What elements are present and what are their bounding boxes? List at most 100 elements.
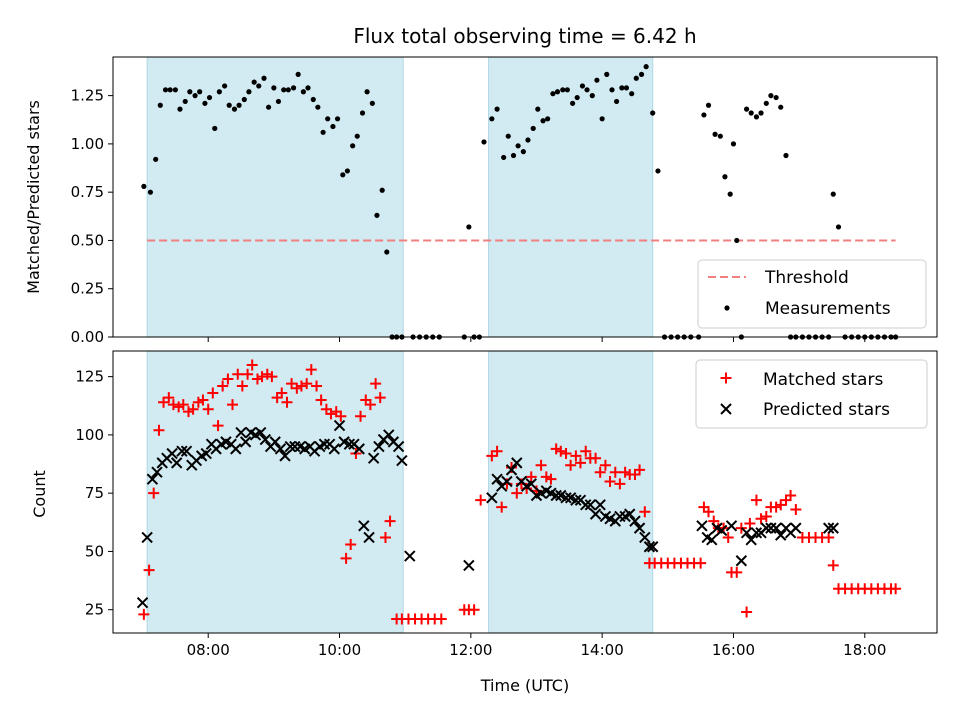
predicted-star-marker (790, 522, 802, 534)
matched-star-marker (177, 399, 189, 411)
predicted-star-marker (775, 529, 787, 541)
matched-star-marker (187, 403, 199, 415)
measurement-point (344, 168, 350, 174)
matched-star-marker (384, 515, 396, 527)
matched-star-marker (790, 503, 802, 515)
y-tick-label: 0.75 (71, 183, 104, 201)
matched-star-marker (305, 364, 317, 376)
matched-star-marker (590, 452, 602, 464)
matched-star-marker (744, 517, 756, 529)
measurement-point (330, 123, 336, 130)
measurement-point (613, 98, 620, 105)
predicted-star-marker (235, 426, 247, 439)
matched-star-marker (614, 478, 626, 490)
measurement-point (236, 102, 242, 108)
measurement-point (560, 87, 566, 93)
measurement-point (727, 191, 733, 197)
measurement-point (153, 156, 159, 162)
ratio-panel: 0.00 0.25 0.50 0.75 1.00 1.25 Threshold Measure… (71, 56, 938, 346)
matched-star-marker (222, 373, 234, 385)
measurement-point (290, 85, 297, 91)
matched-star-marker (379, 531, 391, 543)
measurement-point (202, 100, 208, 106)
measurement-point (730, 141, 737, 147)
y-tick-label: 50 (85, 542, 104, 560)
predicted-star-marker (491, 473, 503, 485)
measurement-point (226, 102, 232, 108)
predicted-star-marker (525, 478, 537, 490)
predicted-star-marker (255, 426, 267, 439)
matched-star-marker (207, 387, 219, 399)
measurement-point (650, 110, 656, 116)
measurement-point (281, 87, 287, 93)
matched-star-marker (167, 399, 179, 411)
measurement-point (655, 168, 661, 174)
matched-star-marker (560, 448, 572, 460)
matched-star-marker (202, 403, 214, 415)
predicted-star-marker (259, 433, 272, 446)
matched-star-marker (468, 604, 480, 616)
measurement-point (374, 212, 380, 218)
measurement-point (758, 110, 764, 116)
matched-star-marker (555, 445, 567, 457)
measurement-point (364, 89, 370, 95)
predicted-star-marker (740, 527, 753, 539)
predicted-star-marker (239, 436, 252, 448)
observing-window-span (146, 56, 404, 338)
predicted-star-marker (822, 522, 835, 534)
observing-window-span (488, 56, 654, 338)
predicted-star-marker (584, 499, 597, 511)
measurement-point (494, 106, 500, 112)
measurement-point (609, 87, 615, 93)
measurement-point (369, 100, 375, 106)
matched-star-marker (232, 368, 244, 380)
matched-star-marker (242, 368, 254, 380)
measurement-point (763, 100, 769, 106)
predicted-star-marker (151, 466, 163, 478)
y-tick-label: 125 (75, 368, 104, 386)
measurement-point (717, 133, 723, 139)
predicted-star-marker (511, 457, 523, 469)
ratio-plot-frame (112, 56, 938, 338)
measurement-point (705, 102, 712, 108)
measurement-point (222, 83, 228, 89)
x-tick-label: 10:00 (318, 641, 361, 659)
y-tick-label: 100 (75, 426, 104, 444)
measurement-point (589, 93, 595, 99)
matched-star-marker (236, 380, 248, 392)
matched-star-marker (340, 552, 352, 564)
matched-legend-label: Matched stars (763, 370, 883, 390)
measurement-point (734, 237, 740, 244)
matched-star-marker (760, 510, 772, 522)
measurement-point (768, 93, 774, 99)
matched-star-marker (890, 583, 902, 595)
measurement-point (241, 96, 247, 103)
measurement-point (530, 125, 536, 132)
measurement-point (167, 87, 173, 93)
predicted-star-marker (570, 494, 582, 506)
predicted-star-marker (170, 457, 183, 469)
measurement-point (748, 110, 754, 116)
measurements-legend-swatch (724, 305, 730, 311)
measurement-point (177, 106, 183, 112)
measurement-point (256, 83, 262, 89)
measurement-point (466, 224, 472, 230)
matched-star-marker (594, 466, 606, 478)
predicted-star-marker (706, 534, 718, 546)
measurement-point (545, 116, 551, 122)
matched-star-marker (750, 494, 762, 506)
measurement-point (643, 64, 649, 70)
matched-star-marker (565, 459, 577, 471)
matched-star-marker (475, 494, 487, 506)
measurement-point (315, 104, 321, 110)
predicted-star-marker (333, 419, 346, 432)
measurement-point (778, 104, 784, 110)
x-tick-label: 14:00 (581, 641, 624, 659)
matched-star-marker (138, 608, 150, 620)
predicted-star-marker (358, 520, 370, 532)
y-tick-label: 0.50 (71, 231, 104, 249)
y-tick-label: 0.00 (71, 328, 104, 346)
matched-star-marker (266, 371, 278, 383)
predicted-star-marker (180, 445, 193, 457)
